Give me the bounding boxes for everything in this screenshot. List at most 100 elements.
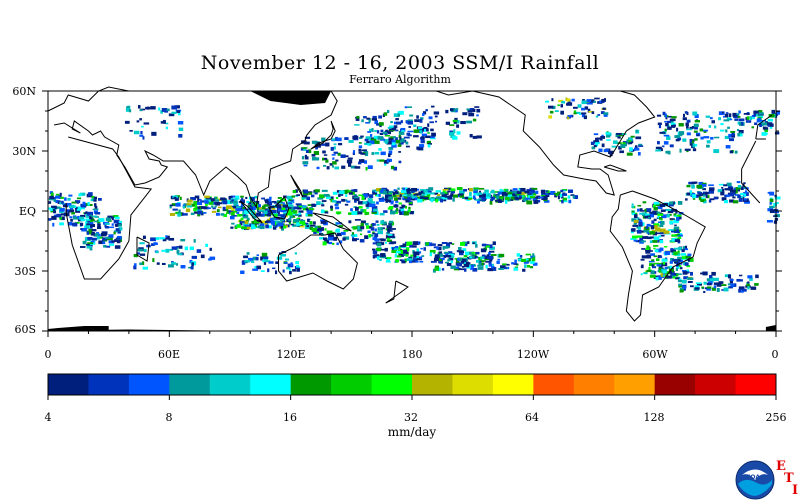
rain-cell xyxy=(348,140,354,143)
rain-cell xyxy=(544,194,550,197)
rain-cell xyxy=(667,150,671,155)
rain-cell xyxy=(89,222,94,225)
rain-cell xyxy=(202,212,207,214)
rain-cell xyxy=(280,217,284,221)
rain-cell xyxy=(689,138,692,143)
rain-cell xyxy=(440,198,443,203)
rain-cell xyxy=(769,123,774,127)
rain-cell xyxy=(307,204,312,206)
rain-cell xyxy=(488,263,493,267)
rain-cell xyxy=(630,149,636,151)
rain-cell xyxy=(352,235,355,240)
rain-cell xyxy=(350,234,355,237)
rain-cell xyxy=(71,201,77,204)
rain-cell xyxy=(165,122,169,125)
rain-cell xyxy=(682,113,685,118)
rain-cell xyxy=(744,200,750,204)
rain-cell xyxy=(303,147,307,151)
rain-cell xyxy=(194,207,198,210)
rain-cell xyxy=(87,201,90,206)
rain-cell xyxy=(376,188,382,192)
rain-cell xyxy=(686,269,690,273)
rain-cell xyxy=(476,108,481,113)
rain-cell xyxy=(266,201,273,206)
rain-cell xyxy=(404,258,407,263)
rain-cell xyxy=(550,191,556,195)
rain-cell xyxy=(358,151,362,154)
rain-cell xyxy=(185,208,191,213)
rain-cell xyxy=(434,267,439,271)
rain-cell xyxy=(586,99,592,103)
rain-cell xyxy=(175,202,181,207)
rain-cell xyxy=(516,253,521,257)
rain-cell xyxy=(747,281,750,284)
rain-cell xyxy=(419,118,423,123)
rain-cell xyxy=(253,219,260,224)
colorbar-swatch xyxy=(735,374,777,395)
rain-cell xyxy=(664,128,667,132)
rain-cell xyxy=(358,161,362,165)
rain-cell xyxy=(665,208,672,211)
rain-cell xyxy=(85,225,90,229)
rain-cell xyxy=(376,242,382,247)
rain-cell xyxy=(419,128,425,132)
rain-cell xyxy=(726,117,731,121)
rain-cell xyxy=(256,265,262,270)
rain-cell xyxy=(565,103,570,106)
rain-cell xyxy=(646,223,651,227)
rain-cell xyxy=(250,205,255,207)
rain-cell xyxy=(559,193,563,198)
rain-cell xyxy=(682,138,687,142)
rain-cell xyxy=(352,135,357,140)
rain-cell xyxy=(669,270,672,275)
rain-cell xyxy=(391,139,397,144)
rain-cell xyxy=(655,276,662,280)
rain-cell xyxy=(665,122,669,127)
rain-cell xyxy=(359,239,365,243)
rain-cell xyxy=(190,197,196,201)
rain-cell xyxy=(722,188,725,193)
rain-cell xyxy=(456,187,463,191)
rain-cell xyxy=(763,127,769,131)
rain-cell xyxy=(258,225,261,229)
rain-cell xyxy=(651,259,655,262)
rain-cell xyxy=(286,195,290,200)
rain-cell xyxy=(769,205,775,209)
rain-cell xyxy=(692,198,696,200)
rain-cell xyxy=(96,235,100,240)
rain-cell xyxy=(369,201,376,204)
rain-cell xyxy=(456,131,461,135)
rain-cell xyxy=(278,252,282,255)
rain-cell xyxy=(677,246,682,251)
rain-cell xyxy=(348,220,352,224)
rain-cell xyxy=(721,289,725,291)
rain-cell xyxy=(404,197,411,201)
rain-cell xyxy=(473,190,478,194)
rain-cell xyxy=(328,234,334,238)
rain-cell xyxy=(544,200,550,203)
rain-cell xyxy=(481,243,487,247)
rain-cell xyxy=(485,260,490,263)
rain-cell xyxy=(262,205,265,210)
rain-cell xyxy=(323,157,328,160)
rain-cell xyxy=(279,214,286,217)
rain-cell xyxy=(705,115,711,118)
rain-cell xyxy=(369,142,372,146)
rain-cell xyxy=(335,159,339,162)
rain-cell xyxy=(679,267,683,270)
rain-cell xyxy=(440,192,445,195)
rain-cell xyxy=(703,281,707,285)
rain-cell xyxy=(281,210,286,213)
rain-cell xyxy=(379,212,385,216)
rain-cell xyxy=(675,277,680,280)
rain-cell xyxy=(679,289,683,293)
rain-cell xyxy=(441,241,448,245)
rain-cell xyxy=(662,261,666,265)
rain-cell xyxy=(525,258,529,261)
rain-cell xyxy=(713,282,720,285)
noaa-logo-icon[interactable]: NOAA xyxy=(735,460,775,500)
rain-cell xyxy=(105,217,111,221)
rain-cell xyxy=(393,126,397,131)
rain-cell xyxy=(475,199,480,201)
rain-cell xyxy=(387,131,392,135)
